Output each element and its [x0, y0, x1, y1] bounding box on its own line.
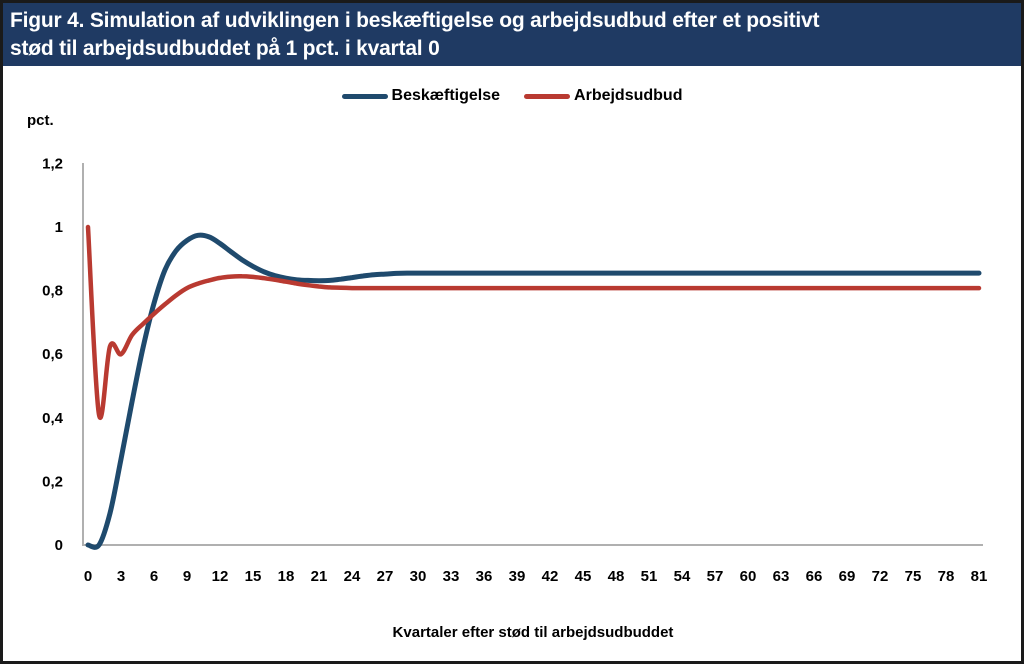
legend-line-swatch	[341, 93, 388, 99]
x-tick-label: 54	[674, 568, 691, 585]
x-tick-label: 30	[410, 568, 427, 585]
x-tick-label: 72	[872, 568, 889, 585]
x-tick-label: 63	[773, 568, 790, 585]
x-tick-label: 33	[443, 568, 460, 585]
axis-lines	[82, 163, 983, 546]
x-tick-label: 51	[641, 568, 658, 585]
x-tick-label: 0	[84, 568, 92, 585]
x-tick-label: 21	[311, 568, 328, 585]
y-tick-label: 0	[55, 537, 63, 554]
y-tick-label: 0,6	[42, 346, 63, 363]
x-tick-label: 3	[117, 568, 125, 585]
series-line-beskæftigelse	[85, 232, 982, 550]
y-tick-label: 1,2	[42, 155, 63, 172]
x-tick-label: 69	[839, 568, 856, 585]
y-axis-unit-label: pct.	[27, 112, 54, 129]
series-line-arbejdsudbud	[85, 224, 982, 420]
x-tick-label: 60	[740, 568, 757, 585]
legend-label: Arbejdsudbud	[574, 87, 683, 104]
x-tick-label: 6	[150, 568, 158, 585]
x-tick-label: 81	[971, 568, 988, 585]
x-tick-label: 27	[377, 568, 394, 585]
x-axis-title: Kvartaler efter stød til arbejdsudbuddet	[392, 624, 674, 641]
x-tick-label: 42	[542, 568, 559, 585]
y-tick-label: 0,8	[42, 283, 63, 300]
y-tick-label: 1	[55, 219, 63, 236]
figure-title-bar: Figur 4. Simulation af udviklingen i bes…	[3, 3, 1021, 66]
x-tick-label: 45	[575, 568, 592, 585]
x-tick-label: 39	[509, 568, 526, 585]
legend-item-arbejdsudbud: Arbejdsudbud	[524, 87, 682, 105]
x-tick-label: 66	[806, 568, 823, 585]
x-tick-label: 18	[278, 568, 295, 585]
legend-line-swatch	[524, 93, 571, 99]
y-tick-label: 0,4	[42, 410, 64, 427]
x-tick-label: 12	[212, 568, 229, 585]
x-tick-label: 9	[183, 568, 191, 585]
x-tick-label: 57	[707, 568, 724, 585]
x-tick-label: 75	[905, 568, 922, 585]
legend-label: Beskæftigelse	[391, 87, 501, 104]
y-tick-label: 0,2	[42, 473, 63, 490]
x-tick-label: 24	[344, 568, 361, 585]
figure-title-line1: Figur 4. Simulation af udviklingen i bes…	[10, 9, 820, 32]
x-tick-label: 15	[245, 568, 262, 585]
x-tick-label: 36	[476, 568, 493, 585]
figure-title-line2: stød til arbejdsudbuddet på 1 pct. i kva…	[10, 37, 440, 60]
legend: Beskæftigelse Arbejdsudbud	[0, 87, 1024, 105]
legend-item-beskæftigelse: Beskæftigelse	[341, 87, 501, 105]
x-tick-label: 78	[938, 568, 955, 585]
x-tick-label: 48	[608, 568, 625, 585]
